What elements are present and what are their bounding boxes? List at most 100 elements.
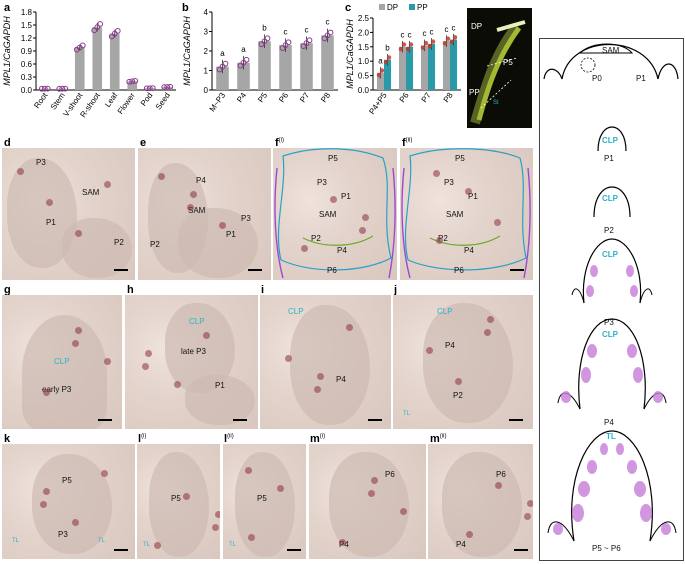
- label-p2: P2: [114, 238, 124, 247]
- label-p3: P3: [36, 158, 46, 167]
- significance-letter: c: [305, 25, 309, 34]
- scale-bar: [233, 419, 247, 421]
- label-clp: CLP: [288, 307, 304, 316]
- stain-spot: [104, 358, 111, 365]
- significance-letter: c: [284, 27, 288, 36]
- stain-spot: [368, 490, 375, 497]
- stain-spot: [465, 188, 472, 195]
- micrograph-l-i: P5 TL: [137, 444, 220, 559]
- bar: [428, 43, 436, 90]
- bar: [279, 45, 292, 90]
- data-point: [240, 59, 247, 66]
- data-point: [383, 59, 389, 65]
- x-tick-label: P4+P5: [367, 91, 389, 116]
- stain-spot: [203, 332, 210, 339]
- bar: [258, 41, 271, 90]
- n-clp-1: CLP: [602, 136, 619, 145]
- x-tick-label: P6: [398, 91, 411, 105]
- label-tl-left: TL: [12, 538, 20, 544]
- label-tl: TL: [229, 542, 237, 548]
- stain-spot: [484, 329, 491, 336]
- label-p6: P6: [385, 470, 395, 479]
- panel-label-f-ii: f(ii): [402, 137, 413, 149]
- bar: [398, 46, 406, 90]
- data-point: [97, 21, 104, 27]
- data-point: [114, 27, 121, 34]
- x-tick-label: Pod: [139, 91, 155, 108]
- n-clp-2: CLP: [602, 194, 619, 203]
- significance-letter: c: [444, 25, 448, 34]
- data-point: [442, 41, 448, 46]
- n-stage-3: P3: [604, 318, 614, 327]
- data-point: [300, 43, 307, 50]
- data-point: [126, 78, 133, 85]
- data-point: [38, 85, 45, 92]
- stain-spot: [346, 324, 353, 331]
- n-stage-2: P2: [604, 226, 614, 235]
- stain-spot: [487, 316, 494, 323]
- stain-spot: [245, 467, 252, 474]
- label-p2: P2: [438, 234, 448, 243]
- photo-label-p5: P5: [503, 58, 513, 67]
- panel-label-c: c: [345, 2, 352, 14]
- micrograph-g: CLP early P3: [2, 295, 122, 429]
- panel-label-f-i: f(i): [275, 137, 285, 149]
- label-p3: P3: [444, 178, 454, 187]
- y-axis-label: MPL1/CaGAPDH: [2, 16, 12, 86]
- scale-bar: [114, 269, 128, 271]
- stain-spot: [314, 386, 321, 393]
- micrograph-f-ii: P5 P3 P1 SAM P2 P4 P6: [400, 148, 533, 280]
- data-point: [452, 35, 458, 40]
- label-clp: CLP: [54, 357, 70, 366]
- label-p4: P4: [337, 246, 347, 255]
- data-point: [41, 85, 48, 92]
- significance-letter: b: [385, 44, 390, 53]
- legend-entry: DP: [387, 3, 398, 12]
- micrograph-h: CLP late P3 P1: [125, 295, 258, 429]
- stain-spot: [248, 534, 255, 541]
- scale-bar: [248, 269, 262, 271]
- micrograph-m-i: P6 P4: [309, 444, 426, 559]
- stain-spot: [75, 327, 82, 334]
- x-tick-label: Seed: [154, 91, 172, 111]
- label-p1: P1: [226, 230, 236, 239]
- significance-letter: a: [241, 45, 246, 54]
- stain-spot: [494, 219, 501, 226]
- stain-spot: [301, 245, 308, 252]
- scale-bar: [368, 419, 382, 421]
- bar: [237, 62, 250, 90]
- x-tick-label: Leaf: [103, 90, 120, 109]
- micrograph-k: P5 P3 TL TL: [2, 444, 135, 559]
- data-point: [445, 36, 451, 41]
- data-point: [258, 41, 265, 48]
- y-axis-label: MPL1/CaGAPDH: [345, 19, 355, 89]
- legend-entry: PP: [417, 3, 428, 12]
- stain-spot: [277, 485, 284, 492]
- label-p2: P2: [150, 240, 160, 249]
- label-sam: SAM: [446, 210, 464, 219]
- y-tick-label: 0: [204, 86, 209, 95]
- significance-letter: c: [326, 18, 330, 27]
- label-tl-right: TL: [98, 538, 106, 544]
- data-point: [237, 62, 244, 69]
- panel-label-h: h: [127, 284, 134, 296]
- bar: [74, 47, 85, 90]
- label-p1: P1: [215, 381, 225, 390]
- label-p5: P5: [257, 494, 267, 503]
- label-p5: P5: [455, 154, 465, 163]
- scale-bar: [287, 549, 301, 551]
- data-point: [282, 42, 289, 49]
- stain-spot: [154, 542, 161, 549]
- stain-spot: [43, 488, 50, 495]
- stain-spot: [426, 347, 433, 354]
- label-p1: P1: [468, 192, 478, 201]
- bar: [92, 27, 103, 91]
- stain-spot: [362, 214, 369, 221]
- data-point: [216, 66, 223, 73]
- y-tick-label: 1: [204, 67, 209, 76]
- bar: [109, 33, 120, 90]
- stain-spot: [174, 381, 181, 388]
- data-point: [222, 60, 229, 67]
- stain-spot: [466, 531, 473, 538]
- y-tick-label: 1.5: [358, 43, 370, 52]
